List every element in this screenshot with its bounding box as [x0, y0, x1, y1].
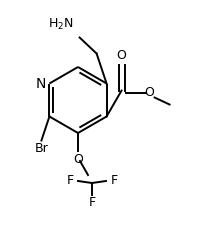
Text: O: O: [145, 86, 155, 99]
Text: N: N: [36, 76, 46, 90]
Text: H$_2$N: H$_2$N: [48, 16, 74, 31]
Text: O: O: [117, 49, 127, 61]
Text: F: F: [88, 195, 96, 208]
Text: F: F: [66, 174, 74, 187]
Text: F: F: [110, 174, 118, 187]
Text: Br: Br: [35, 143, 48, 155]
Text: O: O: [73, 153, 83, 166]
